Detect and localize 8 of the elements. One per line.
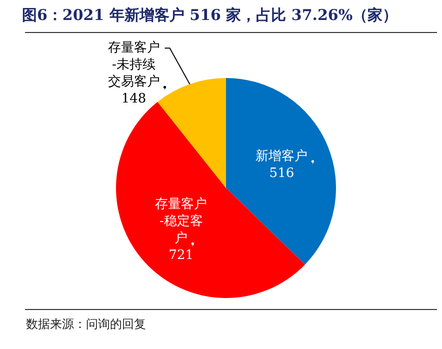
slice-label: 存量客户-未持续交易客户 [108, 40, 160, 90]
data-label: 148 [121, 92, 146, 107]
slice-label: 存量客户-稳定客户 [155, 196, 208, 246]
slice-label: 新增客户 [256, 148, 308, 164]
data-label: 516 [269, 166, 294, 181]
data-label: 721 [168, 248, 194, 263]
chart-title: 图6：2021 年新增客户 516 家，占比 37.26%（家） [22, 6, 398, 25]
source-note: 数据来源：问询的回复 [26, 316, 146, 333]
